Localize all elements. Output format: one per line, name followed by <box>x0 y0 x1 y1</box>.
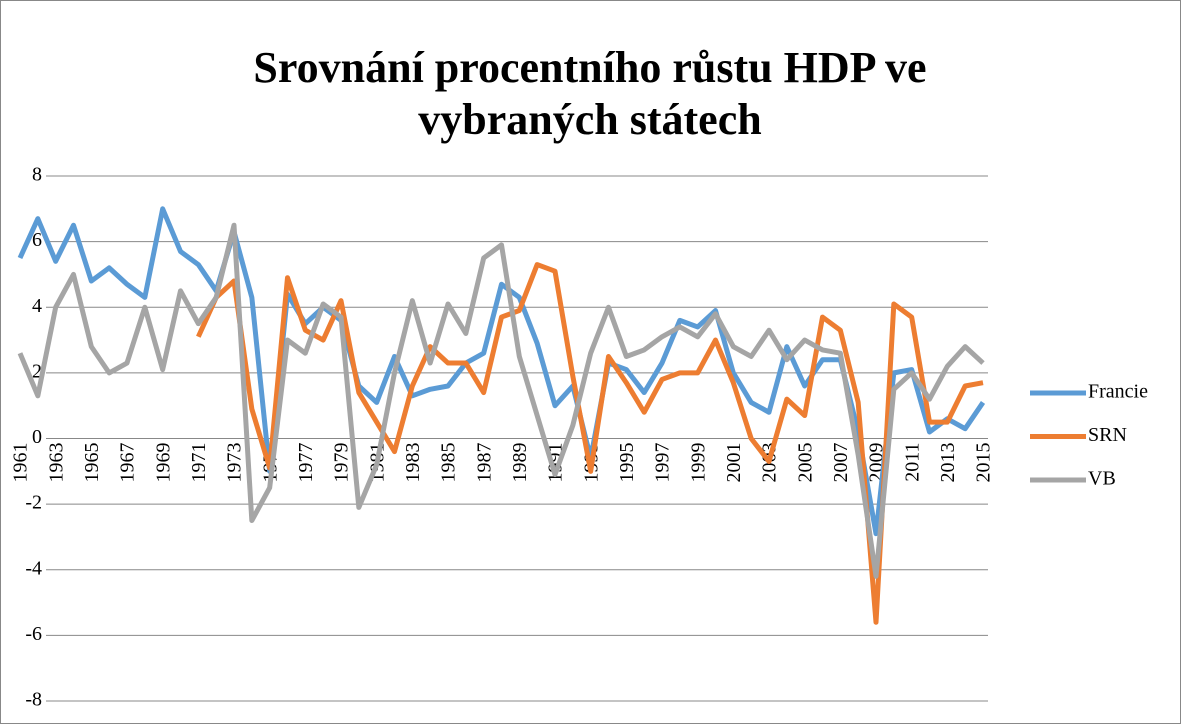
x-tick-label: 1985 <box>438 443 460 483</box>
series-line <box>196 262 984 625</box>
x-tick-label: 2013 <box>937 443 959 483</box>
x-tick-label: 1979 <box>331 443 353 483</box>
y-tick-label: -4 <box>25 557 42 579</box>
y-tick-label: 4 <box>32 295 42 317</box>
x-tick-label: 2011 <box>901 443 923 482</box>
x-tick-label: 2007 <box>830 443 852 483</box>
x-tick-label: 1969 <box>152 443 174 483</box>
x-tick-label: 1983 <box>402 443 424 483</box>
x-tick-label: 1963 <box>45 443 67 483</box>
legend-label: Francie <box>1088 381 1148 403</box>
chart-title: Srovnání procentního růstu HDP ve <box>253 43 926 92</box>
y-tick-label: 0 <box>32 426 42 448</box>
x-tick-label: 1989 <box>509 443 531 483</box>
y-tick-label: 8 <box>32 164 42 186</box>
x-tick-label: 1987 <box>473 442 495 482</box>
x-tick-label: 1999 <box>687 443 709 483</box>
legend-label: SRN <box>1088 424 1127 446</box>
legend-label: VB <box>1088 468 1116 490</box>
x-tick-label: 2001 <box>723 443 745 483</box>
series-line <box>17 222 985 579</box>
chart-title: vybraných státech <box>418 95 761 144</box>
x-tick-label: 1977 <box>295 443 317 483</box>
x-tick-label: 1973 <box>224 443 246 483</box>
x-tick-label: 1967 <box>117 443 139 483</box>
y-tick-label: -6 <box>25 623 42 645</box>
x-tick-label: 2005 <box>794 443 816 483</box>
x-tick-label: 1961 <box>10 443 32 483</box>
y-tick-label: -2 <box>25 492 42 514</box>
series-line <box>17 206 986 537</box>
x-tick-label: 1997 <box>652 443 674 483</box>
y-tick-label: 2 <box>32 360 42 382</box>
x-tick-label: 1971 <box>188 443 210 483</box>
y-tick-label: 6 <box>32 229 42 251</box>
x-tick-label: 1995 <box>616 443 638 483</box>
x-tick-label: 2015 <box>973 443 995 483</box>
x-tick-label: 1965 <box>81 443 103 483</box>
y-tick-label: -8 <box>25 689 42 711</box>
